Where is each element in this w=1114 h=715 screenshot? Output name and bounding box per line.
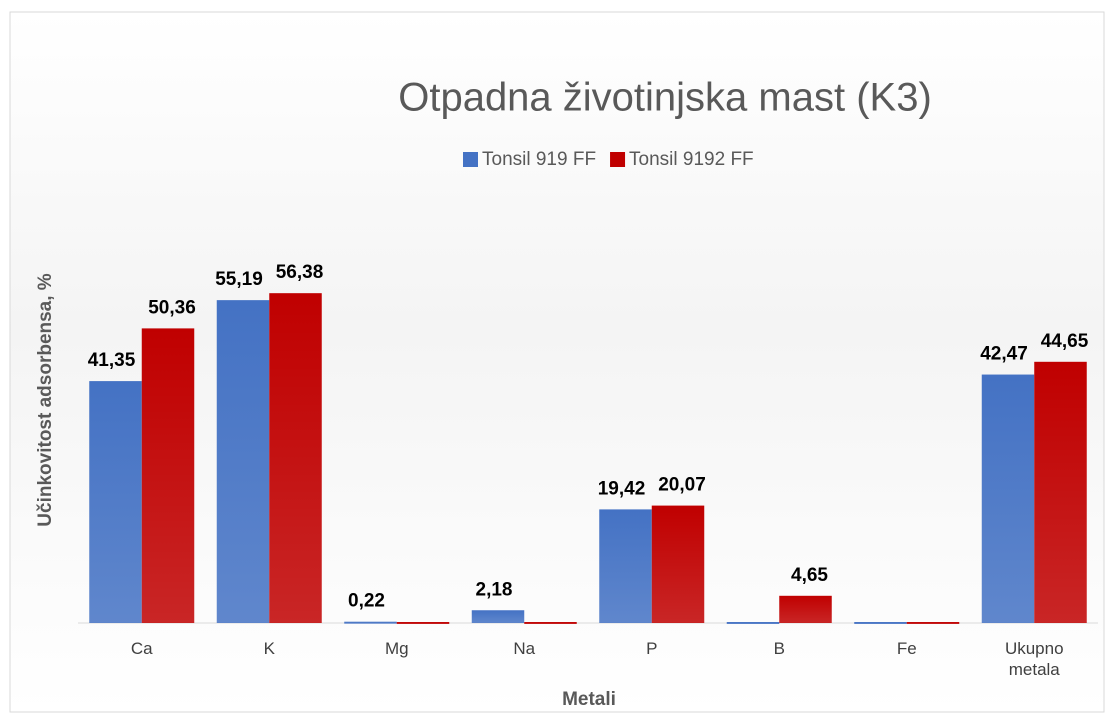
bar	[216, 300, 270, 623]
x-tick-label: K	[263, 639, 275, 658]
x-tick-label: Mg	[384, 639, 409, 658]
data-label: 55,19	[215, 269, 263, 290]
bar	[906, 622, 960, 624]
x-tick-label: P	[646, 639, 658, 658]
data-label: 2,18	[476, 579, 513, 600]
x-tick-label: Na	[513, 639, 536, 658]
bar	[141, 328, 195, 623]
bar	[524, 622, 577, 624]
bar	[396, 622, 450, 624]
bar	[779, 595, 832, 623]
legend-label: Tonsil 9192 FF	[629, 149, 754, 170]
legend-swatch	[610, 152, 626, 167]
y-axis-title: Učinkovitost adsorbensa, %	[35, 273, 56, 527]
bar	[726, 622, 780, 624]
bar	[269, 293, 322, 623]
data-label: 44,65	[1041, 331, 1089, 352]
bar	[471, 610, 525, 623]
x-tick-label: Ukupno metala	[1004, 639, 1064, 679]
x-tick-label: B	[773, 639, 785, 658]
data-label: 0,22	[348, 591, 385, 612]
data-label: 20,07	[658, 475, 706, 496]
x-tick-label: Ca	[130, 639, 153, 658]
chart-title: Otpadna životinjska mast (K3)	[398, 76, 932, 120]
x-axis-title: Metali	[562, 689, 616, 710]
bar	[651, 505, 705, 623]
bar	[89, 381, 142, 623]
legend-label: Tonsil 919 FF	[482, 149, 596, 170]
bar	[599, 509, 652, 623]
x-tick-label: Fe	[896, 639, 917, 658]
legend-swatch	[463, 152, 478, 167]
data-label: 41,35	[88, 350, 136, 371]
data-label: 42,47	[980, 344, 1028, 365]
bar	[981, 374, 1035, 623]
bar	[1034, 361, 1087, 623]
bar	[344, 621, 397, 624]
data-label: 19,42	[598, 478, 646, 499]
data-label: 56,38	[276, 262, 324, 283]
bar	[854, 622, 907, 624]
data-label: 50,36	[148, 297, 196, 318]
data-label: 4,65	[791, 565, 828, 586]
